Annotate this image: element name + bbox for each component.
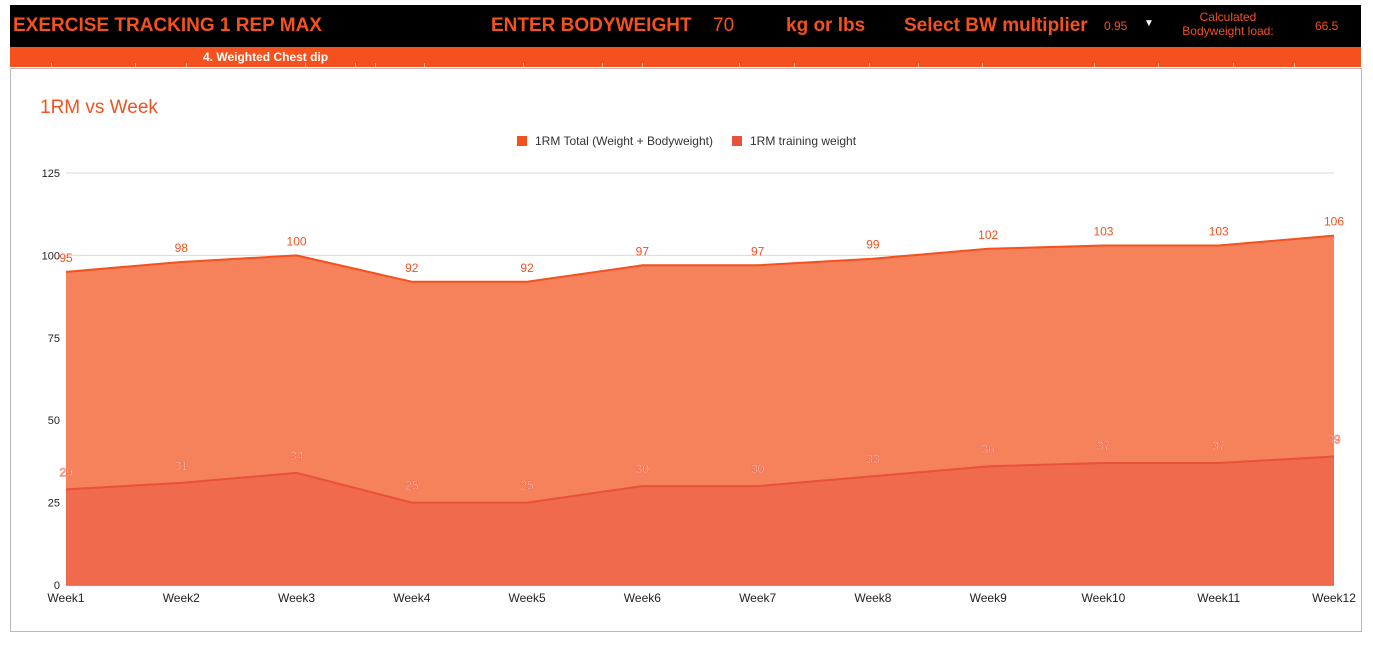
x-tick-label: Week3 (278, 591, 315, 605)
y-tick-label: 100 (42, 250, 60, 262)
data-label: 98 (175, 241, 189, 255)
data-label: 25 (405, 479, 419, 493)
calculated-load-label: Calculated Bodyweight load: (1182, 10, 1274, 38)
column-divider (739, 63, 740, 67)
column-divider (375, 63, 376, 67)
column-divider (1233, 63, 1234, 67)
column-divider (51, 63, 52, 67)
data-label: 97 (751, 244, 765, 258)
unit-label: kg or lbs (786, 15, 866, 36)
column-divider (186, 63, 187, 67)
column-divider (602, 63, 603, 67)
data-label: 102 (978, 228, 998, 242)
column-divider (794, 63, 795, 67)
area-chart: 1RM vs Week 0 25 50 75 100 125 95 98 100 92 92 97 97 9… (40, 97, 1356, 605)
data-label: 25 (520, 479, 534, 493)
calculated-load-value: 66.5 (1315, 19, 1339, 33)
x-tick-label: Week6 (624, 591, 661, 605)
data-label: 37 (1097, 439, 1111, 453)
column-divider (1294, 63, 1295, 67)
data-label: 95 (59, 251, 73, 265)
chart-container: 1RM vs Week 0 25 50 75 100 125 95 98 100 92 92 97 97 9… (10, 68, 1362, 632)
legend-swatch (732, 136, 742, 146)
bodyweight-input[interactable]: 70 (713, 15, 735, 36)
column-divider (305, 63, 306, 67)
data-label: 99 (866, 238, 880, 252)
chart-title: 1RM vs Week (40, 97, 158, 118)
x-tick-label: Week11 (1197, 591, 1240, 605)
y-tick-label: 50 (48, 415, 60, 427)
bw-multiplier-select[interactable]: 0.95 (1104, 19, 1128, 33)
column-divider (1158, 63, 1159, 67)
column-divider (642, 63, 643, 67)
column-divider (355, 63, 356, 67)
data-label: 31 (175, 459, 189, 473)
exercise-bar: 4. Weighted Chest dip (10, 47, 1361, 67)
x-tick-label: Week5 (509, 591, 546, 605)
y-tick-label: 0 (54, 580, 60, 592)
data-label: 33 (866, 452, 880, 466)
data-label: 29 (59, 465, 73, 479)
sheet-title: EXERCISE TRACKING 1 REP MAX (13, 15, 322, 36)
x-tick-label: Week2 (163, 591, 200, 605)
column-divider (135, 63, 136, 67)
x-tick-label: Week12 (1312, 591, 1356, 605)
series-area (66, 456, 1334, 585)
chevron-down-icon[interactable]: ▼ (1144, 18, 1154, 29)
data-label: 34 (290, 449, 304, 463)
data-label: 106 (1324, 215, 1344, 229)
legend-swatch (517, 136, 527, 146)
x-tick-label: Week8 (854, 591, 891, 605)
data-label: 103 (1093, 225, 1113, 239)
data-label: 92 (520, 261, 534, 275)
x-tick-label: Week7 (739, 591, 776, 605)
data-label: 36 (982, 442, 996, 456)
x-tick-label: Week4 (393, 591, 430, 605)
data-label: 39 (1327, 432, 1341, 446)
x-tick-label: Week10 (1082, 591, 1126, 605)
data-label: 30 (751, 462, 765, 476)
enter-bodyweight-label: ENTER BODYWEIGHT (491, 15, 692, 36)
data-label: 30 (636, 462, 650, 476)
legend-label: 1RM Total (Weight + Bodyweight) (535, 134, 713, 148)
header-bar: EXERCISE TRACKING 1 REP MAX ENTER BODYWE… (10, 5, 1361, 47)
data-label: 103 (1209, 225, 1229, 239)
column-divider (424, 63, 425, 67)
x-tick-label: Week9 (970, 591, 1007, 605)
data-label: 37 (1212, 439, 1226, 453)
column-divider (918, 63, 919, 67)
data-label: 92 (405, 261, 419, 275)
data-label: 97 (636, 244, 650, 258)
data-label: 100 (287, 234, 307, 248)
y-tick-label: 125 (42, 168, 60, 180)
bw-multiplier-label: Select BW multiplier (904, 15, 1088, 36)
x-tick-label: Week1 (47, 591, 84, 605)
y-tick-label: 75 (48, 333, 60, 345)
series-line (65, 455, 1335, 504)
y-tick-label: 25 (48, 498, 60, 510)
column-divider (1094, 63, 1095, 67)
series-line (65, 234, 1335, 283)
exercise-name: 4. Weighted Chest dip (203, 50, 329, 64)
column-divider (523, 63, 524, 67)
legend-label: 1RM training weight (750, 134, 857, 148)
column-divider (982, 63, 983, 67)
column-divider (869, 63, 870, 67)
